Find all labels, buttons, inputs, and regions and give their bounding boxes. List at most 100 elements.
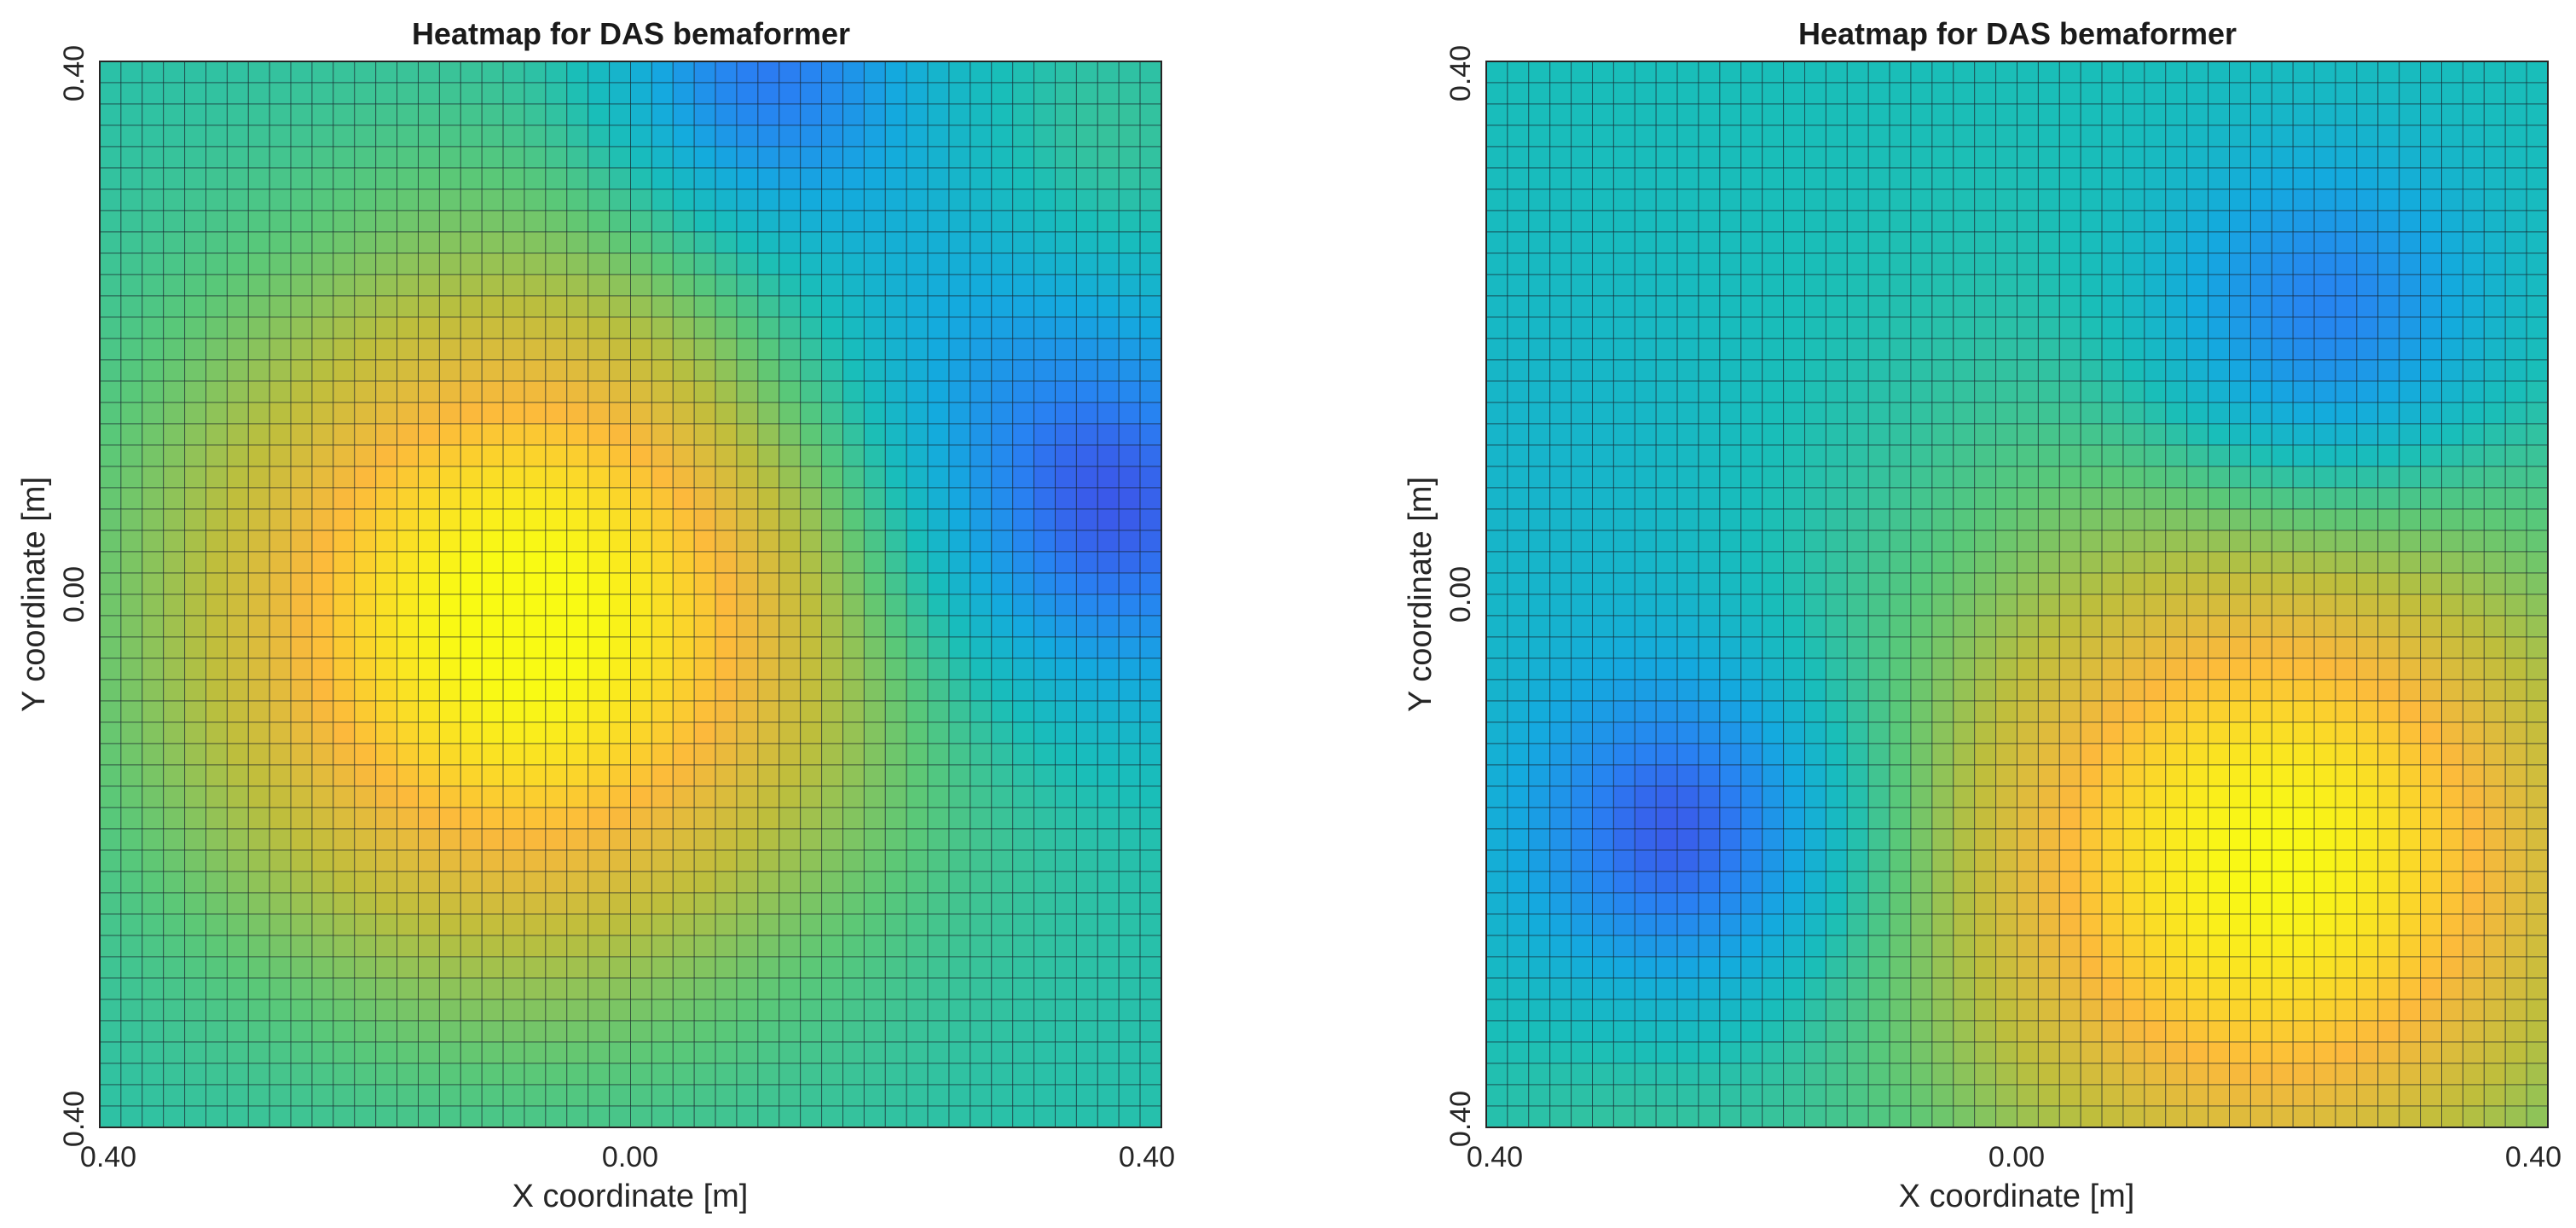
heatmap-cell [779, 487, 802, 510]
heatmap-cell [354, 1020, 377, 1043]
heatmap-cell [397, 167, 420, 190]
heatmap-cell [630, 849, 652, 872]
heatmap-cell [1889, 657, 1912, 681]
heatmap-cell [354, 657, 377, 681]
heatmap-cell [290, 849, 313, 872]
heatmap-cell [863, 999, 886, 1022]
heatmap-cell [1012, 892, 1035, 915]
heatmap-cell [1139, 721, 1162, 744]
heatmap-cell [163, 551, 186, 574]
heatmap-cell [630, 999, 652, 1022]
heatmap-cell [821, 167, 843, 190]
heatmap-cell [651, 657, 674, 681]
heatmap-cell [630, 721, 652, 744]
heatmap-cell [460, 807, 483, 830]
heatmap-cell [2058, 956, 2081, 979]
heatmap-cell [1974, 125, 1997, 148]
heatmap-cell [1974, 402, 1997, 425]
heatmap-cell [460, 828, 483, 851]
heatmap-cell [1740, 125, 1763, 148]
heatmap-cell [120, 61, 143, 84]
heatmap-cell [2420, 743, 2442, 766]
heatmap-cell [863, 167, 886, 190]
heatmap-cell [1867, 1105, 1890, 1128]
heatmap-cell [2165, 977, 2188, 1000]
heatmap-cell [2356, 274, 2379, 297]
heatmap-cell [1592, 1063, 1614, 1086]
heatmap-cell [2399, 530, 2422, 553]
heatmap-cell [2313, 551, 2336, 574]
heatmap-cell [1549, 487, 1572, 510]
heatmap-cell [693, 849, 716, 872]
heatmap-cell [2504, 551, 2527, 574]
heatmap-cell [1825, 252, 1848, 275]
heatmap-cell [1528, 700, 1551, 723]
heatmap-cell [247, 402, 270, 425]
heatmap-cell [1698, 252, 1721, 275]
heatmap-cell [2122, 700, 2145, 723]
heatmap-cell [1012, 785, 1035, 808]
heatmap-cell [1655, 231, 1678, 254]
heatmap-cell [311, 188, 334, 211]
heatmap-cell [1910, 210, 1933, 233]
heatmap-cell [566, 594, 589, 617]
heatmap-cell [502, 423, 525, 446]
heatmap-cell [375, 636, 398, 659]
heatmap-cell [2080, 359, 2103, 382]
heatmap-cell [651, 125, 674, 148]
heatmap-cell [2122, 1041, 2145, 1064]
heatmap-cell [2399, 444, 2422, 467]
heatmap-cell [863, 380, 886, 403]
heatmap-cell [375, 274, 398, 297]
heatmap-cell [1804, 977, 1826, 1000]
heatmap-cell [736, 935, 759, 958]
heatmap-cell [1889, 487, 1912, 510]
heatmap-cell [2058, 316, 2081, 339]
heatmap-cell [1995, 1041, 2017, 1064]
heatmap-cell [2058, 274, 2081, 297]
heatmap-cell [991, 913, 1014, 936]
heatmap-cell [651, 551, 674, 574]
heatmap-cell [2017, 188, 2039, 211]
heatmap-cell [1698, 615, 1721, 638]
heatmap-cell [800, 231, 823, 254]
heatmap-cell [120, 444, 143, 467]
heatmap-cell [2037, 1084, 2060, 1107]
heatmap-cell [1974, 743, 1997, 766]
heatmap-cell [375, 913, 398, 936]
heatmap-cell [418, 103, 440, 126]
heatmap-cell [1931, 231, 1954, 254]
heatmap-cell [2462, 444, 2485, 467]
heatmap-cell [651, 338, 674, 361]
heatmap-cell [1634, 977, 1657, 1000]
heatmap-cell [1719, 1020, 1742, 1043]
heatmap-cell [1762, 657, 1785, 681]
heatmap-cell [1762, 956, 1785, 979]
heatmap-cell [460, 551, 483, 574]
heatmap-cell [1804, 252, 1826, 275]
heatmap-cell [1910, 487, 1933, 510]
heatmap-cell [1762, 764, 1785, 787]
heatmap-cell [2037, 231, 2060, 254]
heatmap-cell [1804, 1084, 1826, 1107]
heatmap-cell [397, 1063, 420, 1086]
heatmap-cell [1139, 380, 1162, 403]
heatmap-cell [1012, 274, 1035, 297]
heatmap-cell [2144, 103, 2167, 126]
heatmap-cell [2462, 402, 2485, 425]
heatmap-cell [1867, 721, 1890, 744]
heatmap-cell [502, 402, 525, 425]
heatmap-cell [2356, 572, 2379, 595]
heatmap-cell [1033, 1041, 1056, 1064]
heatmap-cell [1846, 828, 1869, 851]
heatmap-cell [693, 530, 716, 553]
heatmap-cell [715, 551, 738, 574]
heatmap-cell [1528, 807, 1551, 830]
heatmap-cell [354, 103, 377, 126]
heatmap-cell [2377, 572, 2400, 595]
heatmap-cell [2122, 892, 2145, 915]
heatmap-cell [206, 977, 228, 1000]
heatmap-cell [2292, 252, 2315, 275]
heatmap-cell [1698, 125, 1721, 148]
heatmap-cell [1889, 913, 1912, 936]
